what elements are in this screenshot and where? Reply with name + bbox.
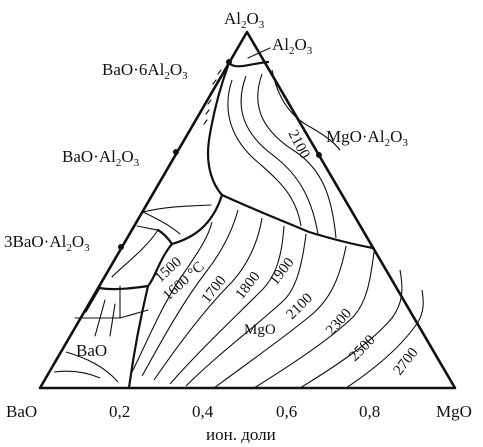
boundary-bao-field: [127, 284, 150, 390]
boundary-al2o3-spinel: [227, 60, 270, 68]
isotherm-1800: [169, 225, 285, 385]
vertex-top-label: Al2O3: [224, 9, 265, 31]
isotherm-1900: [185, 233, 307, 387]
axis-tick-0-6: 0,6: [276, 402, 297, 421]
compound-label-ba6al: BaO·6Al2O3: [102, 60, 188, 82]
isotherm-2300: [253, 251, 375, 389]
isotherm-1600: [141, 209, 239, 377]
tie-line-b: [142, 211, 181, 235]
isotherm-1500: [131, 221, 213, 373]
isotherm-al2o3-3: [257, 73, 337, 239]
field-label-al2o3: Al2O3: [272, 35, 313, 57]
field-label-bao: BaO: [76, 341, 107, 360]
isotherm-label-2300: 2300: [323, 306, 355, 339]
tie-line-i: [94, 299, 106, 337]
compound-label-mgal: MgO·Al2O3: [326, 127, 408, 149]
tie-line-e: [85, 287, 101, 313]
tie-line-a: [142, 204, 212, 213]
boundary-bal-ba3al: [156, 228, 174, 246]
axis-tick-0-4: 0,4: [192, 402, 214, 421]
triangle-outline: [38, 30, 457, 390]
isotherm-1700: [153, 217, 263, 381]
vertex-right-label: MgO: [436, 402, 472, 421]
isotherm-label-2700: 2700: [391, 345, 422, 378]
isotherm-2500: [299, 269, 403, 389]
mgal-point: [316, 152, 322, 158]
compound-label-ba3al: 3BaO·Al2O3: [4, 232, 90, 254]
tie-line-d: [111, 229, 159, 278]
isotherm-al2o3-2: [240, 75, 319, 235]
boundary-to-mgo: [220, 193, 375, 250]
isotherm-label-2500: 2500: [346, 332, 378, 365]
axis-label: ион. доли: [206, 425, 276, 444]
boundary-ba-al-ba3al: [170, 193, 224, 246]
isotherm-label-2100-top: 2100: [284, 127, 312, 161]
isotherm-bao-1: [53, 370, 101, 379]
small-ticks: [203, 69, 222, 125]
axis-tick-0-8: 0,8: [359, 402, 380, 421]
boundary-ba6al-main: [206, 61, 231, 197]
al2o3-leader: [247, 47, 271, 59]
tie-line-j: [109, 303, 116, 337]
isotherm-al2o3-1: [227, 79, 302, 227]
vertex-left-label: BaO: [6, 402, 37, 421]
isotherm-label-1900: 1900: [267, 255, 298, 288]
field-label-mgo: MgO: [244, 322, 276, 338]
isotherm-2100-top: [271, 69, 341, 151]
isotherm-2700: [345, 289, 424, 389]
tie-line-h: [119, 309, 149, 319]
isotherm-2100: [213, 245, 347, 389]
compound-label-bal: BaO·Al2O3: [62, 147, 140, 169]
bal-point: [173, 149, 179, 155]
isotherm-label-1800: 1800: [233, 269, 264, 302]
ba3al-point: [118, 244, 124, 250]
tie-line-c: [136, 225, 159, 231]
axis-tick-0-2: 0,2: [109, 402, 130, 421]
isotherm-bao-2: [65, 351, 119, 383]
